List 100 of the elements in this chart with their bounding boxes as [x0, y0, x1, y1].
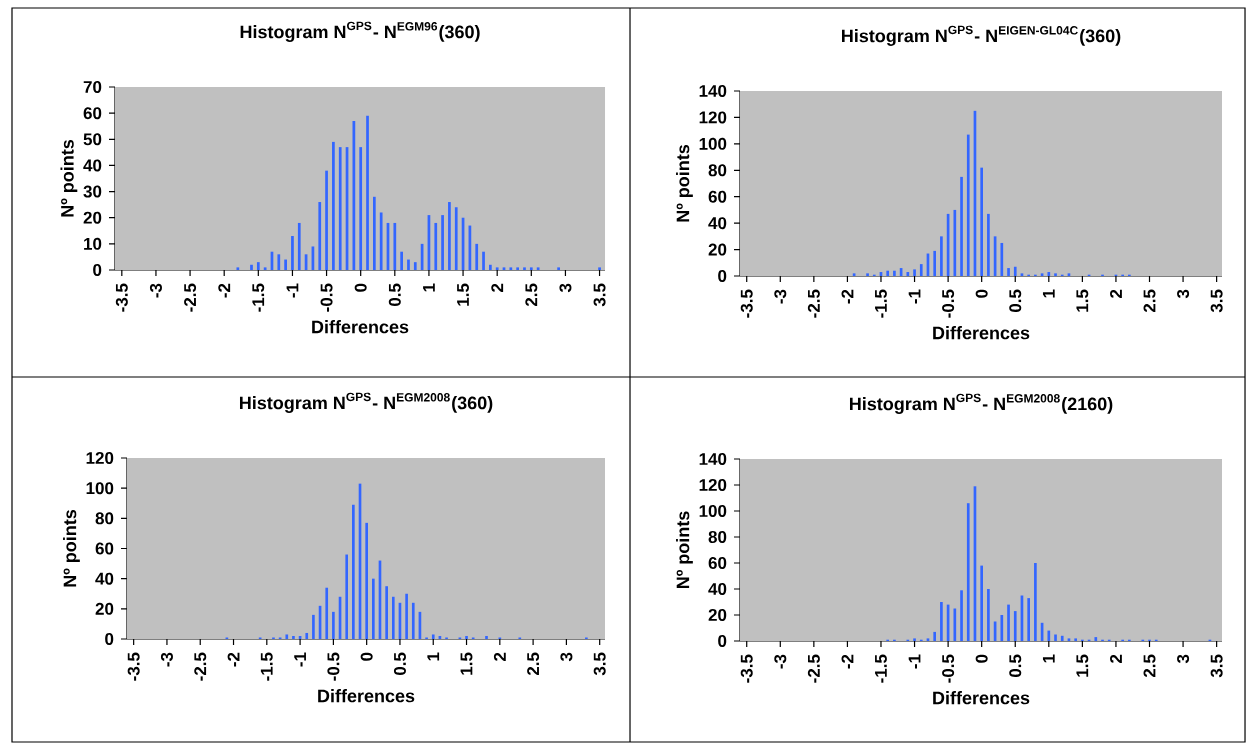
y-tick-label: 40	[95, 572, 114, 585]
bar	[332, 141, 335, 270]
x-tick-label: 0	[354, 283, 367, 292]
bar	[1000, 615, 1004, 641]
x-tick-label: -2	[218, 283, 231, 298]
x-tick-label: -2.5	[194, 652, 207, 681]
bar	[966, 503, 970, 641]
bar	[516, 267, 520, 270]
bar	[940, 602, 943, 641]
x-tick-label: -3	[160, 652, 173, 667]
x-tick-label: 0.5	[388, 283, 401, 307]
bar	[482, 251, 485, 270]
bar	[312, 614, 315, 639]
bar	[292, 635, 295, 639]
x-tick-label: 0.5	[393, 652, 406, 676]
x-tick-label: -2	[841, 289, 854, 304]
y-axis-title: Nº points	[676, 144, 693, 222]
bar	[405, 593, 408, 639]
bar	[285, 634, 289, 639]
y-tick-label: 140	[699, 84, 727, 97]
bar	[393, 222, 397, 270]
x-tick-label: 2	[1110, 289, 1122, 298]
bar	[913, 638, 916, 641]
bar	[379, 212, 383, 270]
y-tick-label: 10	[84, 237, 102, 250]
bar	[277, 254, 281, 270]
x-axis-title: Differences	[312, 320, 409, 334]
x-tick-label: -2.5	[807, 654, 820, 683]
x-tick-label: -0.5	[942, 654, 955, 683]
x-tick-label: 1.5	[1076, 654, 1089, 677]
y-tick-label: 80	[708, 530, 727, 544]
x-tick-label: -2	[227, 652, 240, 667]
x-tick-label: 3.5	[1210, 289, 1223, 313]
y-tick-label: 120	[86, 451, 114, 465]
y-tick-label: 60	[708, 190, 727, 203]
y-tick-label: 0	[718, 269, 727, 282]
x-tick-label: -3	[774, 289, 787, 304]
bar	[866, 273, 869, 276]
x-tick-label: -1	[294, 652, 306, 667]
y-axis-title: Nº points	[63, 509, 80, 587]
bar	[385, 586, 388, 639]
x-tick-label: -1.5	[260, 652, 273, 681]
x-tick-label: 1.5	[457, 283, 469, 306]
x-tick-label: 0.5	[1009, 289, 1022, 313]
bar	[940, 236, 943, 276]
x-tick-label: -3.5	[740, 289, 753, 318]
bar	[263, 267, 267, 270]
bar	[236, 267, 240, 270]
bar	[485, 635, 488, 639]
bar	[372, 578, 375, 639]
bar	[297, 222, 301, 270]
bar	[256, 262, 260, 270]
x-tick-label: -1.5	[252, 283, 265, 312]
x-tick-label: 2.5	[1143, 289, 1156, 313]
bar	[960, 590, 963, 641]
bar	[1060, 635, 1064, 641]
bar	[1000, 242, 1004, 276]
bar	[284, 259, 287, 270]
y-tick-label: 20	[83, 211, 102, 224]
bar	[1013, 266, 1017, 276]
bar	[919, 264, 923, 276]
x-tick-label: 3	[560, 652, 573, 662]
x-tick-label: 2.5	[1143, 654, 1156, 678]
bar	[953, 209, 957, 276]
bar	[966, 134, 970, 276]
y-tick-label: 0	[93, 263, 102, 276]
y-tick-label: 120	[699, 111, 727, 124]
x-tick-label: -1	[908, 289, 921, 304]
y-tick-label: 100	[699, 504, 727, 518]
x-tick-label: 2.5	[525, 283, 538, 307]
y-tick-label: 0	[105, 632, 114, 646]
bar	[332, 611, 335, 639]
bar	[366, 115, 369, 270]
y-tick-label: 70	[83, 81, 102, 94]
x-axis-title: Differences	[933, 691, 1030, 705]
x-tick-label: 0	[360, 652, 373, 661]
y-tick-label: 40	[708, 582, 727, 596]
bar	[987, 213, 990, 276]
bar	[1013, 611, 1017, 641]
bar	[987, 589, 990, 641]
bar	[557, 267, 560, 270]
x-tick-label: 0	[975, 654, 988, 663]
bar	[1007, 268, 1010, 276]
bar	[960, 176, 963, 276]
x-tick-label: -2.5	[184, 283, 197, 312]
bar	[454, 207, 458, 270]
bar	[411, 602, 415, 639]
x-tick-label: 3.5	[593, 652, 606, 676]
x-tick-label: 1.5	[1076, 289, 1089, 312]
bar	[400, 251, 404, 270]
y-tick-label: 40	[708, 217, 727, 230]
x-tick-label: -2	[841, 654, 854, 669]
x-tick-label: -1.5	[875, 289, 887, 318]
y-tick-label: 0	[718, 634, 727, 648]
bar	[1027, 598, 1031, 641]
bar	[338, 147, 342, 270]
x-tick-label: 1.5	[460, 652, 473, 675]
x-tick-label: 0.5	[1009, 654, 1022, 678]
y-tick-label: 100	[699, 137, 727, 150]
bar	[933, 631, 937, 641]
